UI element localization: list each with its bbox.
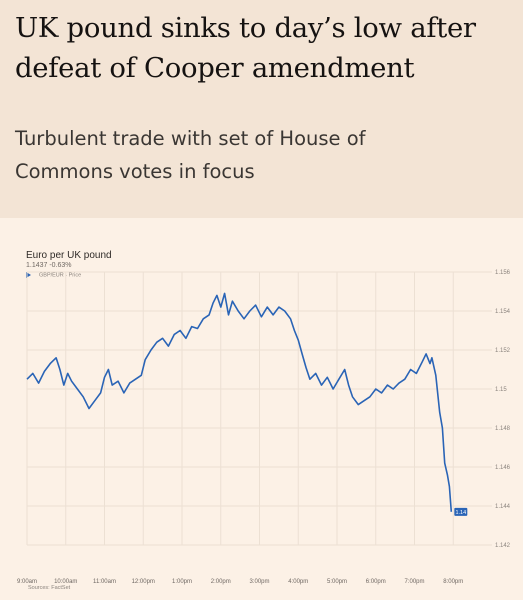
x-tick-label: 12:00pm [132, 579, 155, 585]
chart-source: Sources: FactSet [28, 585, 71, 591]
x-tick-label: 9:00am [17, 579, 37, 585]
y-tick-label: 1.148 [495, 426, 511, 432]
x-tick-label: 7:00pm [404, 579, 424, 585]
x-tick-label: 8:00pm [443, 579, 463, 585]
x-tick-label: 6:00pm [366, 579, 386, 585]
x-tick-label: 11:00am [93, 579, 116, 585]
headline-line-1: UK pound sinks to day’s low after [15, 12, 476, 44]
x-tick-label: 3:00pm [249, 579, 269, 585]
legend-label: GBP/EUR - Price [39, 272, 82, 279]
y-tick-label: 1.146 [495, 465, 511, 471]
x-tick-label: 4:00pm [288, 579, 308, 585]
chart-title: Euro per UK pound [26, 250, 112, 261]
series-layer [26, 292, 453, 512]
standfirst-line-2: Commons votes in focus [15, 160, 255, 183]
x-tick-label: 10:00am [54, 579, 77, 585]
headline: UK pound sinks to day’s low after defeat… [15, 8, 515, 88]
last-value-badge [454, 507, 468, 516]
x-tick-label: 2:00pm [211, 579, 231, 585]
series-line [26, 292, 453, 512]
y-tick-label: 1.156 [495, 270, 511, 276]
legend-marker-icon [26, 272, 31, 278]
y-axis-ticks: 1.142 1.144 1.146 1.148 1.15 1.152 1.154 1.156 [495, 270, 511, 549]
y-tick-label: 1.15 [495, 387, 507, 393]
chart-panel [0, 218, 523, 600]
y-tick-label: 1.144 [495, 504, 511, 510]
y-tick-label: 1.152 [495, 348, 511, 354]
headline-line-2: defeat of Cooper amendment [15, 52, 415, 84]
x-axis-ticks: 9:00am 10:00am 11:00am 12:00pm 1:00pm 2:00pm 3… [17, 579, 463, 585]
x-tick-label: 1:00pm [172, 579, 192, 585]
y-tick-label: 1.142 [495, 543, 511, 549]
chart-grid [26, 271, 492, 546]
y-tick-label: 1.154 [495, 309, 511, 315]
chart-legend: GBP/EUR - Price [26, 272, 81, 278]
last-value-label-layer: 1.14 [454, 507, 468, 516]
chart-subtitle: 1.1437 -0.63% [26, 262, 72, 269]
standfirst: Turbulent trade with set of House of Com… [15, 122, 515, 188]
x-tick-label: 5:00pm [327, 579, 347, 585]
article-header: UK pound sinks to day’s low after defeat… [0, 0, 523, 218]
last-value-label: 1.14 [455, 510, 466, 516]
standfirst-line-1: Turbulent trade with set of House of [15, 127, 366, 150]
